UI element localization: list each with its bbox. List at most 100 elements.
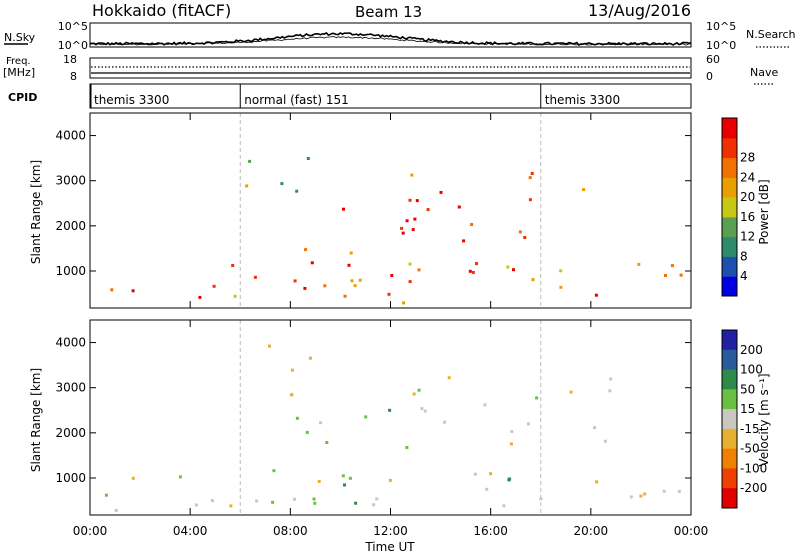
velocity-echo-cell [473,472,477,476]
velocity-echo-cell [290,368,294,372]
x-tick-label: 12:00 [373,524,408,538]
velocity-echo-cell [341,474,345,478]
power-echo-cell [353,284,357,288]
power-echo-cell [347,263,351,267]
velocity-echo-cell [643,492,647,496]
velocity-echo-cell [405,446,409,449]
velocity-colorbar-swatch [722,448,737,469]
power-echo-cell [530,172,534,175]
power-echo-cell [306,157,310,160]
power-colorbar-tick: 12 [740,230,755,244]
frequency-panel: Freq. [MHz] 18 8 60 0 Nave [3,53,778,85]
velocity-echo-cell [312,497,316,501]
velocity-colorbar-tick: 200 [740,343,763,357]
x-axis-label: Time UT [364,540,415,554]
power-echo-cell [471,271,475,274]
power-echo-cell [212,284,216,288]
power-echo-cell [506,265,510,269]
velocity-echo-cell [178,475,182,479]
velocity-echo-cell [483,403,487,407]
noise-sky-line [90,32,692,46]
cpid-mode-label: themis 3300 [94,93,169,107]
power-colorbar-tick: 16 [740,210,755,224]
power-ytick-label: 1000 [55,264,86,278]
nave-tick-top: 60 [706,53,720,66]
power-colorbar-swatch [722,177,737,198]
velocity-echo-cell [608,389,612,393]
power-echo-cell [400,226,404,230]
velocity-echo-cell [388,408,392,412]
power-colorbar-swatch [722,157,737,178]
velocity-echo-cell [290,393,294,397]
power-echo-cell [343,294,347,298]
power-echo-cell [523,236,527,239]
noise-right-tick-top: 10^5 [706,20,736,33]
velocity-echo-cell [317,480,321,483]
power-echo-cell [468,269,472,273]
power-echo-cell [231,264,235,267]
power-echo-cell [462,239,466,243]
velocity-echo-cell [325,441,329,444]
velocity-echo-cell [507,478,511,482]
power-echo-cell [358,278,362,282]
power-colorbar-swatch [722,118,737,139]
power-echo-cell [470,223,474,226]
velocity-echo-cell [388,478,392,482]
velocity-echo-cell [305,430,309,434]
power-echo-cell [594,293,598,297]
power-echo-cell [413,217,417,221]
velocity-echo-cell [293,497,296,501]
power-echo-cell [110,288,114,292]
power-echo-cell [582,188,586,192]
power-echo-cell [559,285,563,289]
power-echo-cell [559,269,563,273]
velocity-colorbar-swatch [722,409,737,430]
power-echo-cell [411,228,415,232]
power-colorbar-swatch [722,197,737,218]
station-title: Hokkaido (fitACF) [92,1,231,20]
power-echo-cell [518,230,522,234]
power-colorbar: 4 8 12 16 20 24 28 [721,117,755,297]
velocity-echo-cell [272,469,276,473]
freq-tick-bottom: 8 [70,70,77,83]
velocity-colorbar-swatch [722,349,737,371]
velocity-colorbar: 200 100 50 15 -15 -50 -100 -200 [721,329,767,509]
velocity-echo-cell [420,407,424,411]
velocity-colorbar-swatch [722,428,737,450]
power-echo-cell [408,262,412,266]
power-echo-cell [253,275,257,279]
power-echo-cell [528,198,532,202]
velocity-echo-cell [527,422,530,426]
cpid-label: CPID [8,91,37,104]
power-colorbar-swatch [722,276,737,297]
power-echo-cell [387,292,391,296]
velocity-echo-cell [662,489,666,493]
power-echo-cell [512,268,515,272]
velocity-colorbar-label: Velocity [m s⁻¹] [757,373,771,466]
velocity-echo-cell [443,420,447,424]
power-echo-cell [679,273,683,277]
velocity-echo-cell [348,476,352,480]
velocity-echo-cell [210,499,214,503]
power-echo-cell [670,264,674,268]
power-echo-cell [280,182,284,186]
power-echo-cell [248,159,252,163]
power-echo-cell [531,278,535,282]
power-echo-cell [402,301,405,305]
power-echo-cell [475,262,478,266]
power-echo-cell [439,190,443,194]
velocity-ytick-label: 2000 [55,426,86,440]
power-colorbar-tick: 4 [740,269,748,283]
velocity-echo-cell [375,497,379,501]
velocity-echo-cell [229,504,233,508]
nave-label: Nave [750,66,778,79]
velocity-echo-cell [271,500,275,504]
power-ytick-label: 2000 [55,219,86,233]
velocity-echo-cell [308,356,312,360]
velocity-echo-cell [343,483,346,487]
velocity-echo-cell [114,508,118,512]
velocity-echo-cell [423,409,427,413]
noise-search-line [89,36,692,46]
date-label: 13/Aug/2016 [588,1,691,20]
velocity-echo-cell [603,439,607,443]
